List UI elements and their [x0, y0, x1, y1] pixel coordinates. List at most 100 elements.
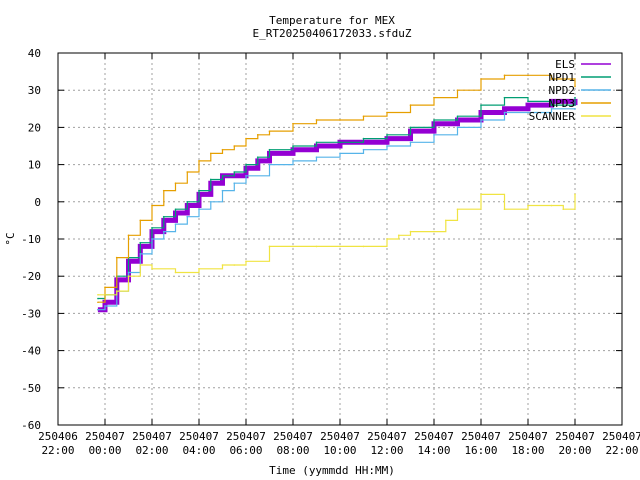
data-point-npd3 — [503, 74, 506, 77]
data-point-npd1 — [503, 96, 506, 99]
x-tick-time-label: 00:00 — [88, 444, 121, 457]
data-point-scanner — [444, 219, 447, 222]
data-point-scanner — [339, 245, 341, 248]
data-point-npd2 — [339, 152, 341, 155]
y-tick-label: -20 — [21, 270, 41, 283]
data-point-scanner — [268, 245, 271, 248]
data-point-scanner — [115, 290, 118, 292]
x-tick-time-label: 22:00 — [41, 444, 74, 457]
x-tick-date-label: 250407 — [367, 430, 407, 443]
data-point-scanner — [292, 245, 294, 248]
x-tick-date-label: 250407 — [226, 430, 266, 443]
data-point-npd1 — [186, 201, 189, 203]
data-point-npd3 — [127, 234, 130, 237]
data-point-npd3 — [268, 130, 271, 132]
y-tick-label: -30 — [21, 307, 41, 320]
data-point-scanner — [97, 294, 99, 296]
data-point-npd2 — [527, 111, 529, 114]
x-tick-date-label: 250407 — [132, 430, 172, 443]
y-tick-label: 10 — [28, 159, 41, 172]
data-point-npd1 — [97, 297, 99, 300]
chart-title: Temperature for MEX — [269, 14, 395, 27]
data-point-npd3 — [233, 145, 236, 147]
x-tick-time-label: 08:00 — [276, 444, 309, 457]
data-point-npd2 — [174, 223, 177, 225]
data-point-npd3 — [292, 122, 294, 125]
x-tick-time-label: 20:00 — [558, 444, 591, 457]
data-point-npd3 — [315, 119, 318, 121]
x-tick-time-label: 22:00 — [605, 444, 638, 457]
data-point-npd1 — [256, 156, 259, 158]
data-point-npd2 — [209, 201, 212, 203]
data-point-npd3 — [339, 119, 341, 121]
data-point-scanner — [550, 204, 553, 207]
data-point-npd2 — [104, 305, 106, 307]
data-point-scanner — [362, 245, 365, 248]
data-point-npd2 — [221, 189, 224, 192]
x-tick-date-label: 250407 — [85, 430, 125, 443]
x-tick-time-label: 10:00 — [323, 444, 356, 457]
data-point-npd2 — [127, 271, 130, 274]
legend-label-npd3: NPD3 — [549, 97, 576, 110]
x-tick-date-label: 250407 — [414, 430, 454, 443]
data-point-scanner — [386, 238, 388, 240]
data-point-npd3 — [151, 204, 153, 207]
legend-label-npd2: NPD2 — [549, 84, 576, 97]
x-tick-date-label: 250407 — [461, 430, 501, 443]
data-point-scanner — [397, 234, 400, 237]
data-point-scanner — [409, 230, 412, 233]
data-point-npd2 — [409, 141, 412, 144]
chart-subtitle: E_RT20250406172033.sfduZ — [253, 27, 412, 40]
data-point-npd2 — [503, 111, 506, 114]
data-point-npd1 — [527, 100, 529, 103]
data-point-npd2 — [550, 108, 553, 110]
y-axis-label: °C — [4, 232, 17, 245]
data-point-els — [527, 104, 529, 106]
series-line-scanner — [97, 193, 576, 296]
data-point-npd1 — [386, 134, 388, 136]
data-point-npd1 — [456, 115, 459, 118]
data-point-npd2 — [574, 108, 576, 110]
x-tick-time-label: 18:00 — [511, 444, 544, 457]
data-point-npd2 — [433, 134, 435, 136]
data-point-npd1 — [574, 96, 576, 99]
y-tick-label: 20 — [28, 121, 41, 134]
y-tick-label: -60 — [21, 419, 41, 432]
data-point-npd3 — [480, 78, 482, 80]
data-point-npd2 — [315, 156, 318, 158]
data-point-els — [503, 108, 506, 110]
data-point-npd2 — [480, 119, 482, 121]
data-point-npd2 — [198, 208, 200, 211]
data-point-npd3 — [209, 152, 212, 155]
data-point-npd1 — [162, 215, 165, 218]
data-point-scanner — [527, 204, 529, 207]
data-point-scanner — [456, 208, 459, 211]
data-point-scanner — [127, 275, 130, 278]
y-tick-label: 40 — [28, 47, 41, 60]
data-point-npd3 — [245, 137, 247, 140]
data-point-npd1 — [339, 141, 341, 144]
x-tick-time-label: 06:00 — [229, 444, 262, 457]
data-point-npd3 — [221, 148, 224, 151]
data-point-scanner — [503, 208, 506, 211]
data-point-npd3 — [386, 111, 388, 114]
data-point-npd3 — [409, 104, 412, 106]
data-point-npd3 — [256, 134, 259, 136]
x-tick-time-label: 04:00 — [182, 444, 215, 457]
data-point-npd3 — [574, 85, 576, 88]
data-point-npd3 — [433, 96, 435, 99]
data-point-npd2 — [386, 145, 388, 147]
x-tick-date-label: 250407 — [602, 430, 640, 443]
data-point-npd3 — [104, 286, 106, 289]
data-point-npd3 — [97, 301, 99, 304]
data-point-scanner — [233, 264, 236, 266]
data-point-npd2 — [151, 238, 153, 240]
y-tick-label: 0 — [34, 196, 41, 209]
x-tick-time-label: 02:00 — [135, 444, 168, 457]
data-point-npd1 — [480, 104, 482, 106]
x-tick-date-label: 250407 — [179, 430, 219, 443]
data-point-npd3 — [198, 160, 200, 162]
legend-label-scanner: SCANNER — [529, 110, 576, 123]
